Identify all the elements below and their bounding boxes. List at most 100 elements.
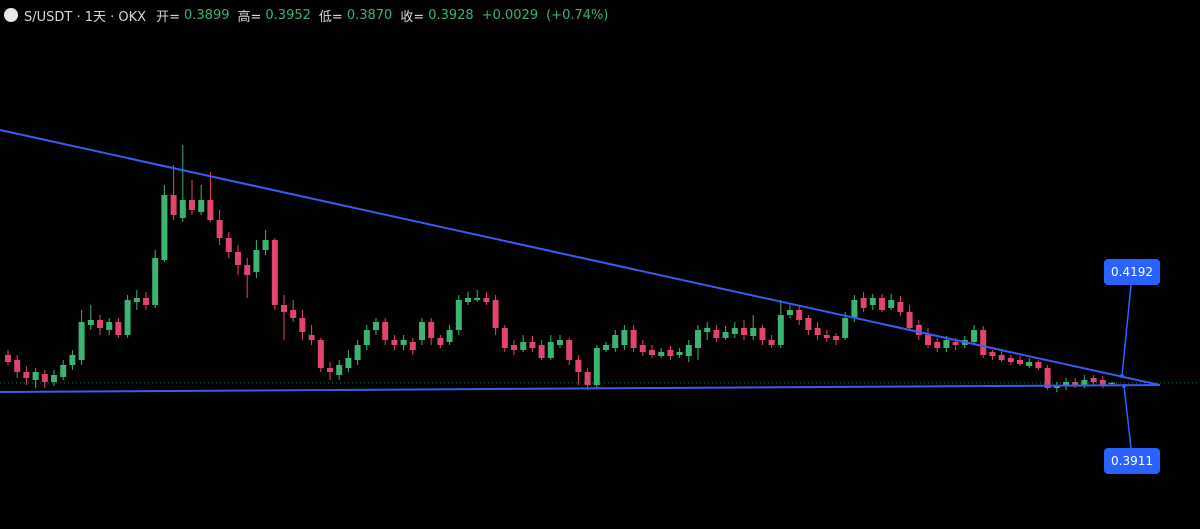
candle-body	[455, 300, 462, 330]
candle-body	[354, 345, 361, 360]
price-label-box	[1104, 259, 1160, 285]
candle-body	[115, 322, 122, 335]
candle-body	[860, 298, 867, 308]
candle-body	[593, 348, 600, 385]
price-label-box	[1104, 448, 1160, 474]
candle-body	[750, 328, 757, 336]
candle-body	[989, 352, 996, 356]
candle-body	[391, 340, 398, 345]
candle-body	[501, 328, 508, 348]
candle-body	[41, 374, 48, 382]
candle-body	[446, 330, 453, 342]
candle-body	[299, 318, 306, 332]
candle-body	[805, 318, 812, 330]
candle-body	[60, 365, 67, 377]
candle-body	[915, 325, 922, 335]
candle-body	[14, 360, 21, 372]
trend-line-lower	[0, 384, 1161, 393]
candle-body	[69, 355, 76, 365]
drawings: 0.4192 0.3911	[0, 129, 1200, 474]
candle-body	[345, 358, 352, 368]
candle-body	[382, 322, 389, 340]
candle-body	[363, 330, 370, 345]
candles	[5, 145, 1115, 392]
candle-body	[934, 342, 941, 348]
close-label: 收=	[400, 9, 425, 25]
candle-body	[676, 352, 683, 355]
candle-body	[897, 302, 904, 312]
candle-body	[474, 298, 481, 300]
candle-body	[759, 328, 766, 340]
candle-body	[124, 300, 131, 335]
candle-body	[428, 322, 435, 338]
callout-anchor	[1122, 384, 1126, 388]
candle-body	[575, 360, 582, 372]
candle-body	[133, 298, 140, 302]
candle-body	[888, 300, 895, 308]
candle-body	[179, 200, 186, 218]
callout-line	[1123, 385, 1132, 449]
candle-body	[1090, 378, 1097, 382]
candle-body	[667, 350, 674, 356]
candle-body	[1063, 382, 1069, 386]
candle-body	[262, 240, 269, 250]
candle-body	[980, 330, 987, 355]
candle-body	[547, 342, 554, 358]
candle-body	[225, 238, 232, 252]
candle-body	[373, 322, 379, 330]
candle-body	[566, 340, 573, 360]
candle-body	[658, 352, 665, 356]
trend-line-upper	[0, 129, 1161, 386]
price-label: 0.4192	[1111, 265, 1153, 279]
candle-body	[437, 338, 444, 345]
candle-body	[731, 328, 738, 334]
candle-body	[1007, 358, 1014, 362]
candle-body	[713, 330, 720, 338]
candle-body	[952, 342, 959, 345]
candle-body	[308, 335, 315, 340]
candle-body	[630, 330, 637, 348]
candle-body	[492, 300, 499, 328]
change-percent: (+0.74%)	[546, 7, 609, 23]
candle-body	[32, 372, 39, 380]
candle-body	[161, 195, 168, 260]
candle-body	[612, 335, 619, 348]
candle-body	[584, 372, 591, 385]
candle-body	[152, 258, 159, 305]
candle-body	[511, 345, 517, 350]
candle-body	[649, 350, 655, 355]
candle-body	[639, 345, 646, 352]
candle-body	[198, 200, 205, 212]
candle-body	[78, 322, 85, 360]
candle-body	[557, 340, 563, 345]
candle-body	[409, 342, 416, 350]
candle-body	[1053, 386, 1060, 388]
candle-body	[1035, 362, 1042, 368]
candle-body	[869, 298, 876, 305]
candle-body	[87, 320, 94, 325]
callout-line	[1121, 284, 1132, 377]
price-label: 0.3911	[1111, 454, 1153, 468]
candle-body	[281, 305, 287, 312]
candle-body	[235, 252, 241, 265]
candle-body	[520, 342, 527, 350]
candle-body	[823, 335, 830, 338]
candle-body	[695, 330, 701, 348]
candle-body	[465, 298, 471, 302]
candle-body	[814, 328, 821, 335]
candle-body	[1026, 362, 1033, 366]
candle-body	[317, 340, 324, 368]
candle-body	[336, 365, 343, 375]
candle-body	[971, 330, 977, 342]
candle-body	[998, 355, 1005, 360]
legend-header: S/USDT · 1天 · OKX 开= 0.3899 高= 0.3952 低= 0.…	[4, 5, 612, 25]
candle-body	[189, 200, 195, 210]
candle-body	[327, 368, 333, 372]
close-value: 0.3928	[428, 7, 474, 23]
candle-body	[244, 265, 251, 275]
candle-body	[833, 336, 839, 340]
high-label: 高=	[237, 9, 262, 25]
candle-body	[879, 298, 885, 310]
candle-body	[787, 310, 793, 315]
